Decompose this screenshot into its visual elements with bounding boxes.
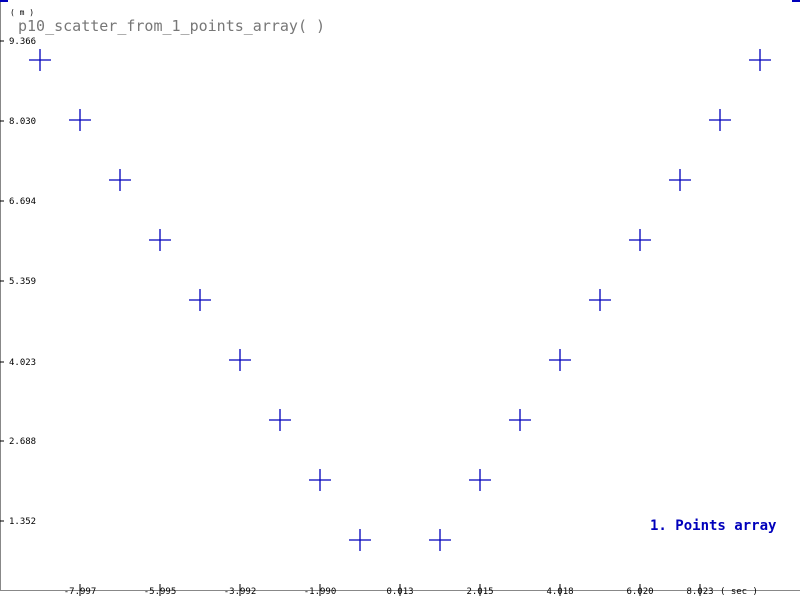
- y-tick-label: 6.694: [9, 197, 36, 207]
- data-point: [29, 49, 51, 71]
- x-tick-label: 2.015: [466, 587, 493, 597]
- x-tick-label: -3.992: [224, 587, 257, 597]
- data-point: [549, 349, 571, 371]
- data-point: [709, 109, 731, 131]
- data-point: [749, 49, 771, 71]
- data-point: [109, 169, 131, 191]
- x-tick-label: 6.020: [626, 587, 653, 597]
- data-point: [629, 229, 651, 251]
- legend-entry: 1. Points array: [650, 518, 777, 534]
- x-axis-unit: ( sec ): [720, 587, 758, 597]
- data-point: [149, 229, 171, 251]
- data-point: [349, 529, 371, 551]
- data-point: [669, 169, 691, 191]
- y-tick-label: 9.366: [9, 37, 36, 47]
- data-point: [509, 409, 531, 431]
- data-point: [269, 409, 291, 431]
- y-tick-label: 1.352: [9, 517, 36, 527]
- data-point: [589, 289, 611, 311]
- data-point: [429, 529, 451, 551]
- x-tick-label: 0.013: [386, 587, 413, 597]
- y-ticks: 9.366 8.030 6.694 5.359 4.023 2.688 1.352: [0, 37, 36, 527]
- y-axis-unit: ( m ): [10, 8, 34, 17]
- x-tick-label: -1.990: [304, 587, 337, 597]
- data-point: [189, 289, 211, 311]
- y-tick-label: 2.688: [9, 437, 36, 447]
- data-point: [309, 469, 331, 491]
- x-ticks: -7.997 -5.995 -3.992 -1.990 0.013 2.015 4.018 6…: [64, 584, 714, 597]
- data-point: [69, 109, 91, 131]
- data-point: [469, 469, 491, 491]
- x-tick-label: -5.995: [144, 587, 177, 597]
- data-point: [229, 349, 251, 371]
- x-tick-label: 4.018: [546, 587, 573, 597]
- x-tick-label: -7.997: [64, 587, 97, 597]
- y-tick-label: 5.359: [9, 277, 36, 287]
- y-tick-label: 8.030: [9, 117, 36, 127]
- data-points: [29, 49, 771, 551]
- y-tick-label: 4.023: [9, 358, 36, 368]
- chart-title: p10_scatter_from_1_points_array( ): [18, 17, 325, 35]
- x-tick-label: 8.023: [686, 587, 713, 597]
